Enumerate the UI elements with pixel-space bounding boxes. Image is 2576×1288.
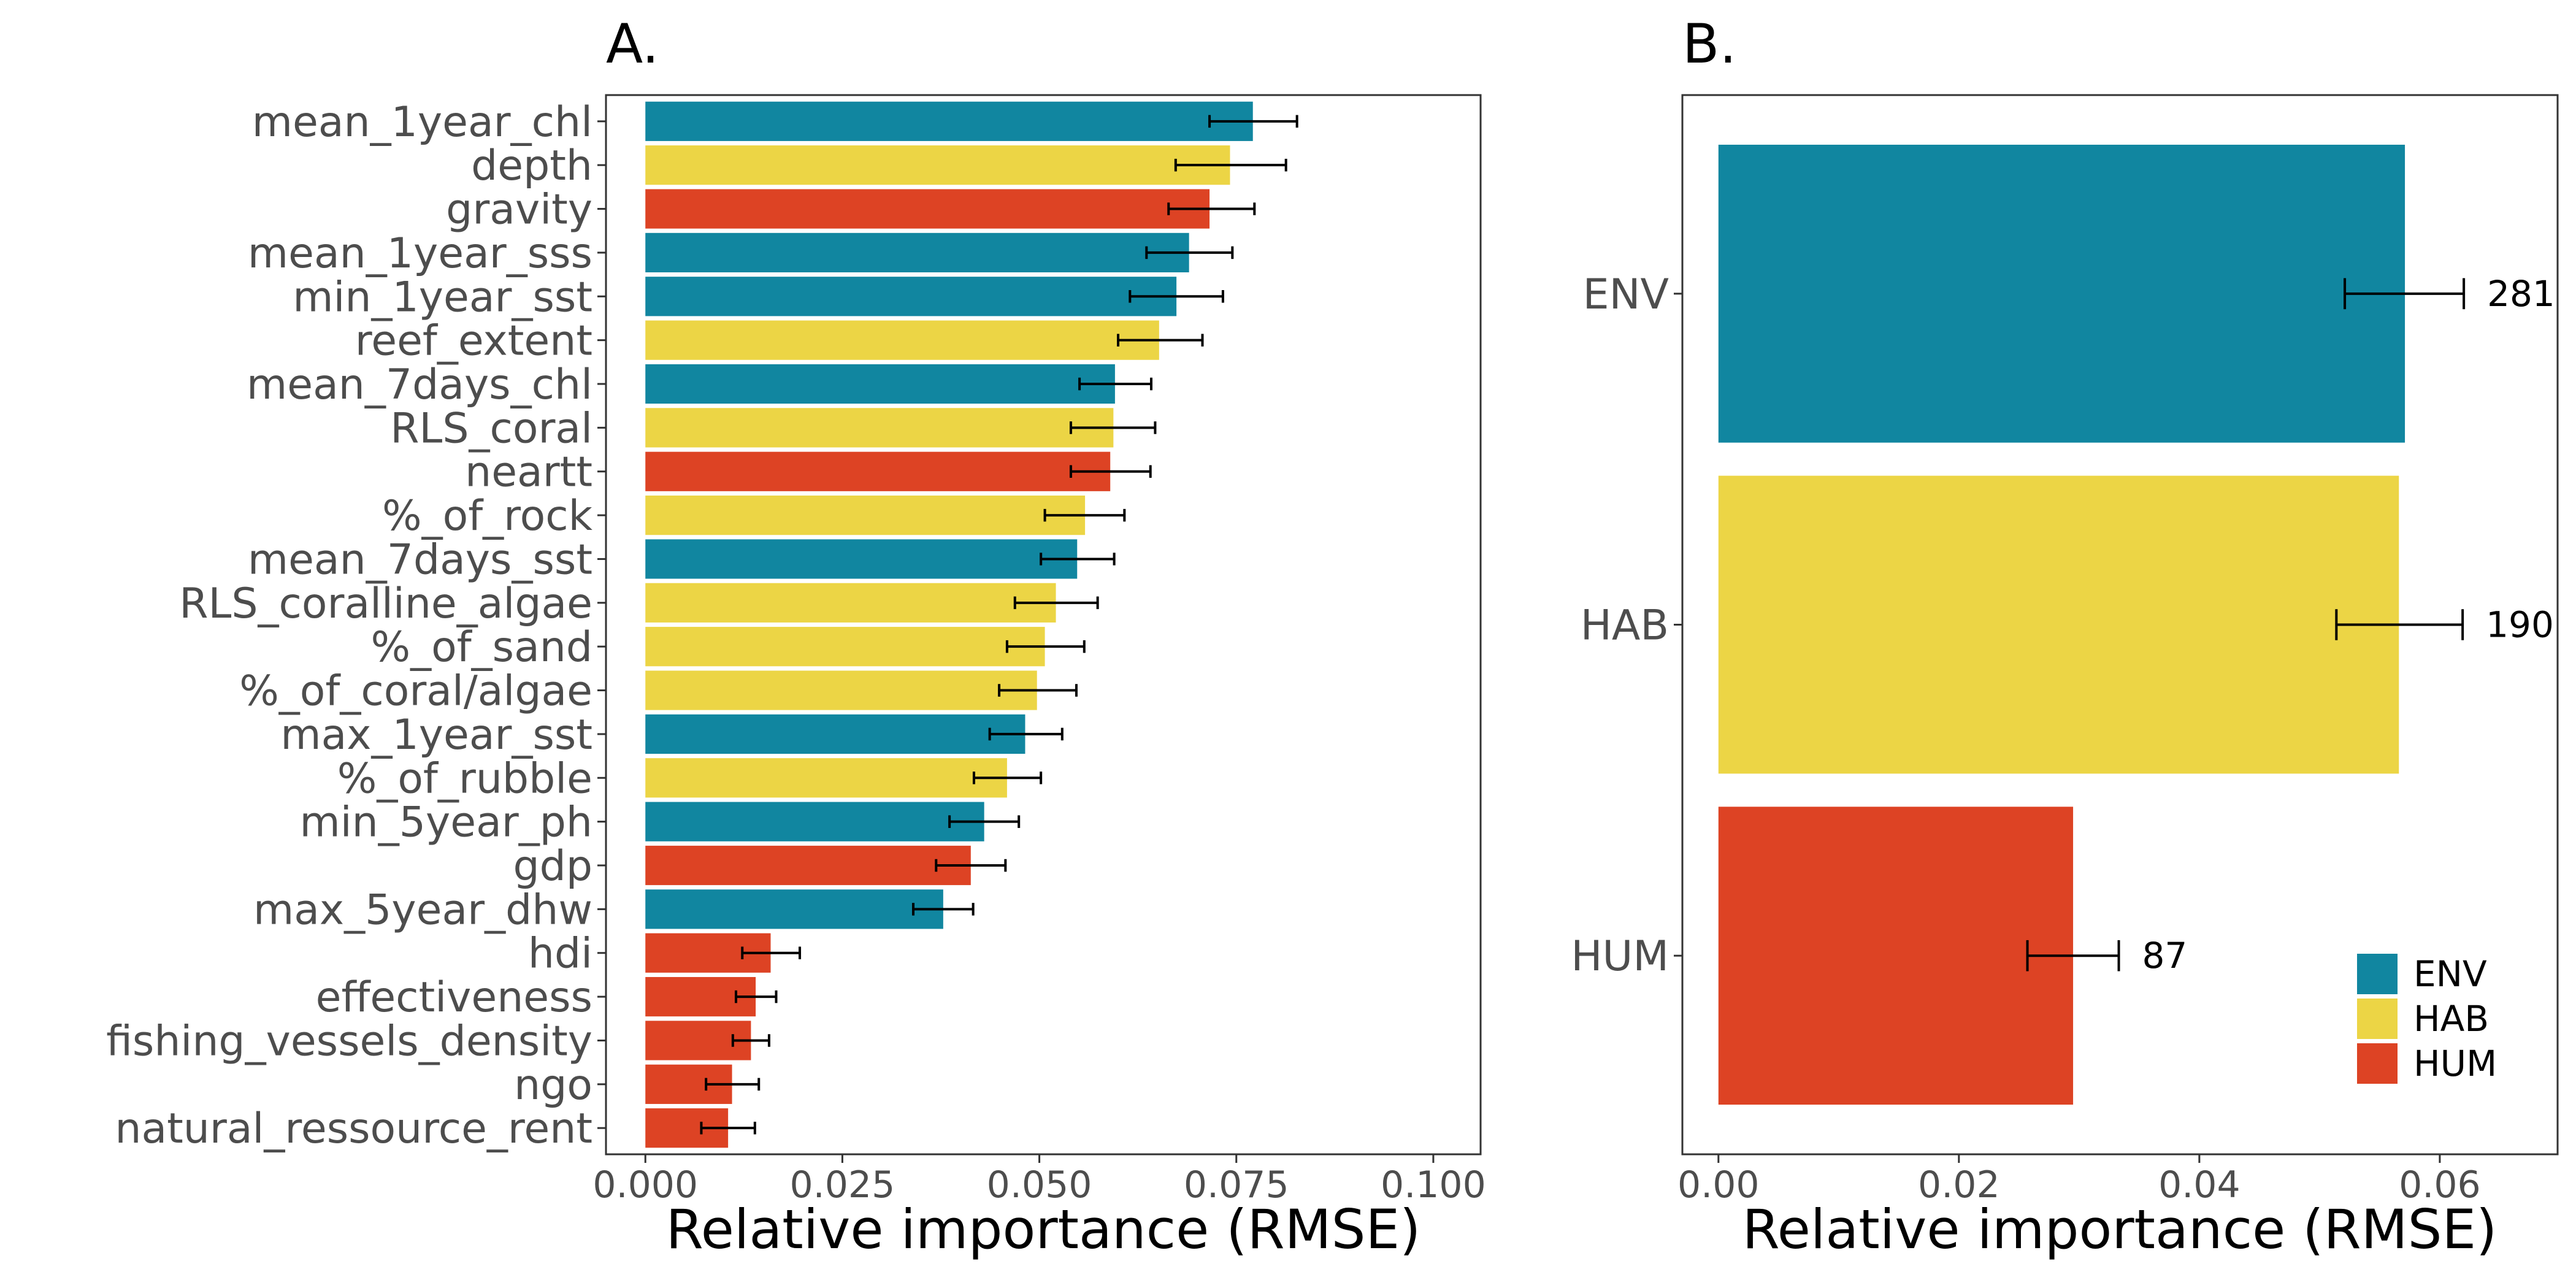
legend-swatch bbox=[2357, 999, 2398, 1039]
y-tick-label: RLS_coralline_algae bbox=[179, 580, 592, 628]
count-label: 281 bbox=[2487, 273, 2555, 315]
bar bbox=[645, 232, 1189, 273]
bar bbox=[645, 845, 971, 886]
panel-b-count-labels: 281 190 87 bbox=[2142, 273, 2555, 976]
bar bbox=[645, 408, 1114, 448]
bar bbox=[1718, 144, 2405, 443]
bar bbox=[645, 758, 1007, 798]
y-tick-label: %_of_rock bbox=[382, 492, 593, 540]
legend-swatch bbox=[2357, 954, 2398, 994]
y-tick-label: min_1year_sst bbox=[293, 273, 592, 321]
y-tick-label: effectiveness bbox=[316, 973, 592, 1022]
bar bbox=[645, 889, 943, 929]
y-tick-label: HAB bbox=[1581, 602, 1669, 650]
panel-b-x-axis: 0.00 0.02 0.04 0.06 bbox=[1677, 1154, 2481, 1206]
count-label: 87 bbox=[2142, 935, 2188, 976]
y-tick-label: max_5year_dhw bbox=[253, 886, 592, 934]
legend-swatch bbox=[2357, 1043, 2398, 1084]
bar bbox=[645, 145, 1230, 185]
panel-b-y-axis: ENV HAB HUM bbox=[1571, 270, 1682, 981]
panel-b-error-bars bbox=[2026, 278, 2466, 972]
y-tick-label: max_1year_sst bbox=[280, 711, 592, 759]
bar bbox=[645, 277, 1177, 316]
legend-label: HUM bbox=[2413, 1043, 2497, 1084]
x-tick-label: 0.050 bbox=[987, 1163, 1092, 1206]
x-tick-label: 0.00 bbox=[1677, 1163, 1760, 1206]
panel-b-x-axis-title: Relative importance (RMSE) bbox=[1742, 1198, 2497, 1261]
x-tick-label: 0.100 bbox=[1381, 1163, 1486, 1206]
y-tick-label: min_5year_ph bbox=[300, 799, 592, 847]
y-tick-label: %_of_coral/algae bbox=[239, 667, 592, 716]
x-tick-label: 0.04 bbox=[2158, 1163, 2241, 1206]
y-tick-label: neartt bbox=[465, 448, 592, 497]
x-tick-label: 0.06 bbox=[2399, 1163, 2481, 1206]
panel-a-bars bbox=[645, 101, 1253, 1148]
legend-label: HAB bbox=[2413, 998, 2489, 1040]
panel-a: A. mean_1year_chldepthgravitymean_1year_… bbox=[106, 12, 1486, 1261]
y-tick-label: %_of_rubble bbox=[337, 754, 592, 803]
bar bbox=[645, 451, 1111, 491]
y-tick-label: gravity bbox=[446, 186, 592, 234]
x-tick-label: 0.075 bbox=[1184, 1163, 1289, 1206]
panel-a-frame bbox=[605, 94, 1482, 1156]
bar bbox=[645, 539, 1078, 579]
y-tick-label: reef_extent bbox=[355, 317, 592, 366]
bar bbox=[645, 583, 1056, 623]
bar bbox=[645, 189, 1210, 229]
panel-b-bars bbox=[1718, 144, 2405, 1105]
y-tick-label: HUM bbox=[1571, 932, 1669, 981]
x-tick-label: 0.000 bbox=[592, 1163, 698, 1206]
bar bbox=[645, 101, 1253, 141]
y-tick-label: mean_7days_chl bbox=[247, 361, 592, 409]
y-tick-label: natural_ressource_rent bbox=[115, 1105, 592, 1153]
legend-label: ENV bbox=[2413, 953, 2487, 995]
y-tick-label: gdp bbox=[513, 842, 593, 891]
panel-b-title: B. bbox=[1682, 12, 1736, 75]
count-label: 190 bbox=[2486, 604, 2554, 646]
bar bbox=[645, 670, 1037, 710]
x-tick-label: 0.02 bbox=[1918, 1163, 2000, 1206]
panel-a-title: A. bbox=[606, 12, 659, 75]
bar bbox=[645, 802, 984, 841]
y-tick-label: %_of_sand bbox=[370, 623, 592, 672]
bar bbox=[645, 495, 1086, 535]
y-tick-label: hdi bbox=[528, 930, 592, 978]
bar bbox=[645, 320, 1159, 360]
y-tick-label: mean_1year_sss bbox=[248, 229, 592, 278]
y-tick-label: RLS_coral bbox=[390, 404, 592, 453]
bar bbox=[645, 627, 1045, 667]
bar bbox=[645, 364, 1115, 404]
panel-a-error-bars bbox=[700, 115, 1298, 1135]
y-tick-label: mean_7days_sst bbox=[248, 535, 592, 584]
panel-a-y-axis: mean_1year_chldepthgravitymean_1year_sss… bbox=[106, 98, 606, 1153]
x-tick-label: 0.025 bbox=[790, 1163, 895, 1206]
bar bbox=[1718, 807, 2074, 1105]
bar bbox=[1718, 475, 2399, 774]
y-tick-label: fishing_vessels_density bbox=[106, 1017, 592, 1065]
y-tick-label: mean_1year_chl bbox=[252, 98, 592, 147]
bar bbox=[645, 714, 1025, 754]
y-tick-label: ENV bbox=[1583, 270, 1669, 319]
panel-a-x-axis-title: Relative importance (RMSE) bbox=[666, 1198, 1421, 1261]
y-tick-label: ngo bbox=[514, 1061, 592, 1110]
y-tick-label: depth bbox=[471, 142, 592, 190]
panel-a-x-axis: 0.000 0.025 0.050 0.075 0.100 bbox=[592, 1154, 1486, 1206]
